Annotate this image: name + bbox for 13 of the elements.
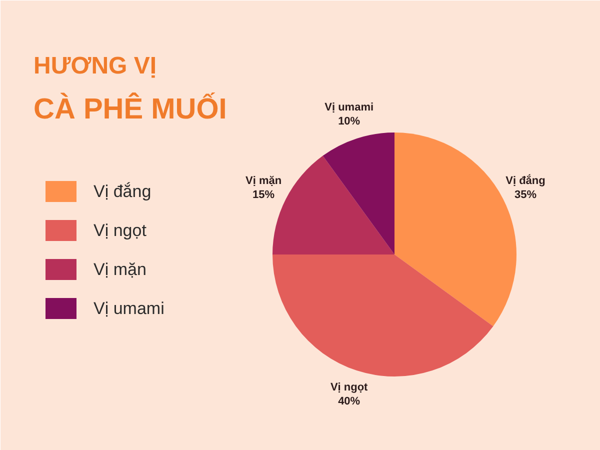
chart-title: HƯƠNG VỊ CÀ PHÊ MUỐI xyxy=(34,52,227,126)
legend-label: Vị mặn xyxy=(94,260,146,279)
legend-label: Vị đắng xyxy=(94,182,152,201)
legend-label: Vị ngọt xyxy=(94,221,147,240)
slice-label: Vị đắng xyxy=(506,174,546,187)
data-label: 40% xyxy=(338,395,360,408)
slice-label: Vị umami xyxy=(324,102,374,114)
slice-label: Vị ngọt xyxy=(330,381,368,394)
data-label: 35% xyxy=(514,188,537,201)
slice-label: Vị mặn xyxy=(245,174,282,187)
data-label: 10% xyxy=(338,116,360,128)
legend-label: Vị umami xyxy=(94,299,164,318)
data-label: 15% xyxy=(252,188,275,201)
